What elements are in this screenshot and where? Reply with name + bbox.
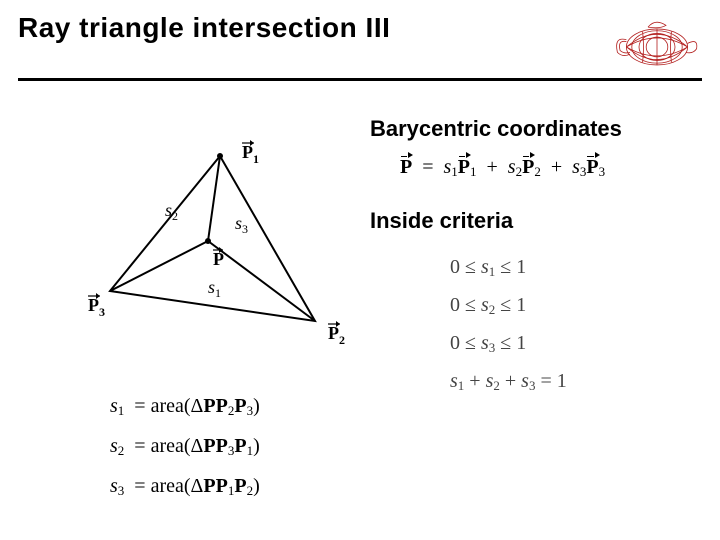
barycentric-heading: Barycentric coordinates: [370, 116, 700, 142]
area-equations: s1 = area(ΔPP2P3) s2 = area(ΔPP3P1) s3 =…: [110, 386, 260, 506]
vertex-p1-dot: [217, 153, 223, 159]
label-p: P: [213, 247, 224, 269]
teapot-logo: [612, 12, 702, 72]
criteria-s3: 0 ≤ s3 ≤ 1: [450, 324, 700, 362]
svg-text:P2: P2: [328, 323, 345, 347]
criteria-sum: s1 + s2 + s3 = 1: [450, 362, 700, 400]
edge-p2-p: [208, 241, 315, 321]
eq-s1: s1 = area(ΔPP2P3): [110, 386, 260, 426]
criteria-s2: 0 ≤ s2 ≤ 1: [450, 286, 700, 324]
inside-criteria-list: 0 ≤ s1 ≤ 1 0 ≤ s2 ≤ 1 0 ≤ s3 ≤ 1 s1 + s2…: [450, 248, 700, 400]
page-title: Ray triangle intersection III: [18, 12, 390, 44]
label-p2: P2: [328, 321, 345, 347]
barycentric-equation: P = s1P1 + s2P2 + s3P3: [400, 156, 700, 180]
label-s2: s2: [165, 200, 178, 223]
point-p-dot: [205, 238, 211, 244]
inside-criteria-heading: Inside criteria: [370, 208, 700, 234]
slide-content: P1 P2 P3 P s1 s2 s3 s: [0, 81, 720, 531]
label-p3: P3: [88, 293, 105, 319]
label-s1: s1: [208, 277, 221, 300]
triangle-diagram: P1 P2 P3 P s1 s2 s3: [90, 121, 350, 371]
svg-text:P1: P1: [242, 142, 259, 166]
criteria-s1: 0 ≤ s1 ≤ 1: [450, 248, 700, 286]
edge-p3-p: [110, 241, 208, 291]
label-p1: P1: [242, 140, 259, 166]
label-s3: s3: [235, 213, 248, 236]
svg-text:P: P: [213, 249, 224, 269]
svg-text:P3: P3: [88, 295, 105, 319]
eq-s2: s2 = area(ΔPP3P1): [110, 426, 260, 466]
eq-s3: s3 = area(ΔPP1P2): [110, 466, 260, 506]
